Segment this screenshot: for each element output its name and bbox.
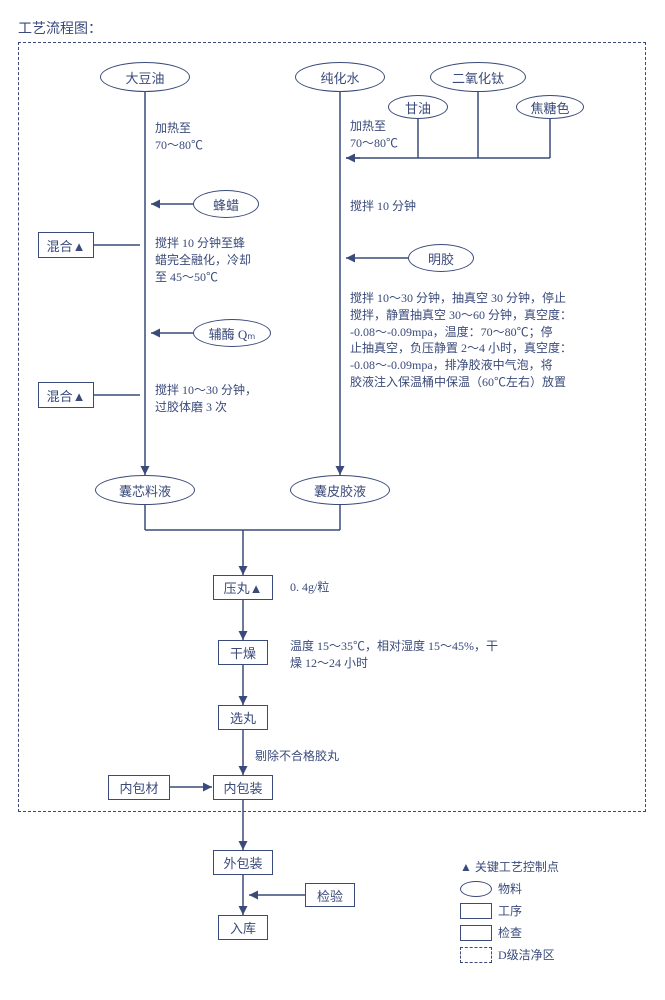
annot-stir10: 搅拌 10 分钟 <box>350 198 416 215</box>
legend-process-label: 工序 <box>498 902 522 919</box>
material-caramel: 焦糖色 <box>516 95 584 119</box>
material-glycerin: 甘油 <box>388 95 448 119</box>
legend-material: 物料 <box>460 880 522 897</box>
dashed-rect-icon <box>460 947 492 963</box>
legend-control-point: ▲ 关键工艺控制点 <box>460 858 559 875</box>
step-select: 选丸 <box>218 705 268 730</box>
material-shell-liquid: 囊皮胶液 <box>290 475 390 505</box>
step-outer-pack: 外包装 <box>213 850 273 875</box>
material-core-liquid: 囊芯料液 <box>95 475 195 505</box>
material-soybean-oil: 大豆油 <box>100 62 190 92</box>
legend-process: 工序 <box>460 902 522 919</box>
step-dry: 干燥 <box>218 640 268 665</box>
rect-icon <box>460 903 492 919</box>
annot-press: 0. 4g/粒 <box>290 579 329 596</box>
material-gelatin: 明胶 <box>408 244 474 272</box>
legend-zone: D级洁净区 <box>460 946 555 963</box>
legend-control-label: ▲ 关键工艺控制点 <box>460 858 559 875</box>
legend-check: 检查 <box>460 924 522 941</box>
material-coq10: 辅酶 Qₘ <box>193 319 271 347</box>
step-press: 压丸▲ <box>213 575 273 600</box>
step-storage: 入库 <box>218 915 268 940</box>
rect-icon <box>460 925 492 941</box>
annot-mix2: 搅拌 10～30 分钟， 过胶体磨 3 次 <box>155 382 257 416</box>
material-purified-water: 纯化水 <box>295 62 385 92</box>
step-mix2: 混合▲ <box>38 382 94 408</box>
annot-mix1: 搅拌 10 分钟至蜂 蜡完全融化，冷却 至 45～50℃ <box>155 235 251 285</box>
legend-check-label: 检查 <box>498 924 522 941</box>
annot-heat-right: 加热至 70～80℃ <box>350 118 398 152</box>
material-titanium-dioxide: 二氧化钛 <box>430 62 526 92</box>
oval-icon <box>460 881 492 897</box>
diagram-title: 工艺流程图： <box>18 18 102 38</box>
annot-select: 剔除不合格胶丸 <box>255 748 339 765</box>
annot-dry: 温度 15～35℃，相对湿度 15～45%，干 燥 12～24 小时 <box>290 638 550 672</box>
annot-gelatin: 搅拌 10～30 分钟，抽真空 30 分钟，停止 搅拌，静置抽真空 30～60 … <box>350 290 625 391</box>
annot-heat-left: 加热至 70～80℃ <box>155 120 203 154</box>
step-inspect: 检验 <box>305 883 355 907</box>
material-beeswax: 蜂蜡 <box>193 190 259 218</box>
clean-zone-box <box>18 42 646 812</box>
step-mix1: 混合▲ <box>38 232 94 258</box>
step-inner-pack-material: 内包材 <box>108 775 170 800</box>
legend-material-label: 物料 <box>498 880 522 897</box>
step-inner-pack: 内包装 <box>213 775 273 800</box>
legend-zone-label: D级洁净区 <box>498 946 555 963</box>
